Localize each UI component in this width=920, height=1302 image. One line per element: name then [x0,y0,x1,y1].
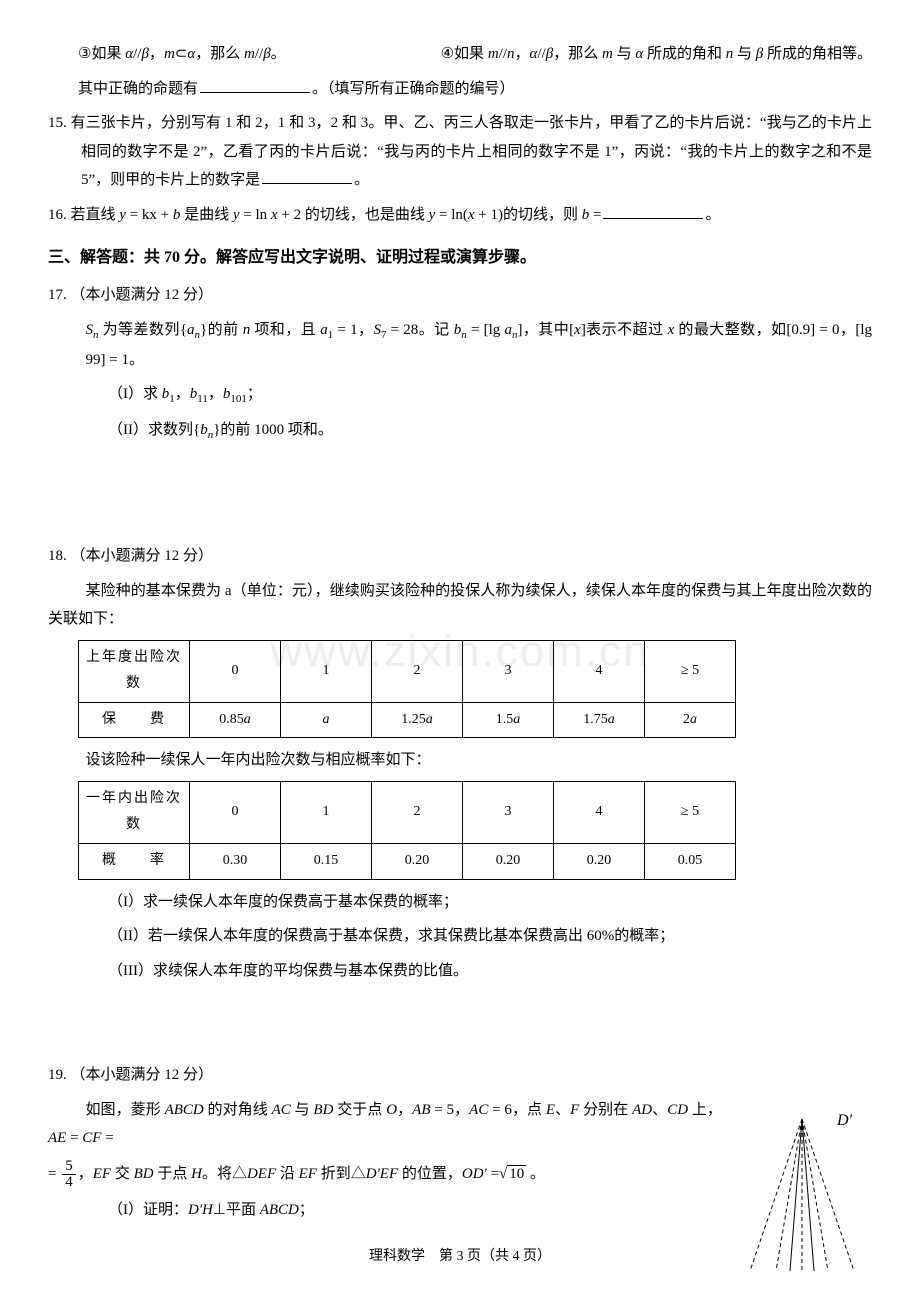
gap-18 [48,991,872,1061]
table-header-cell: 4 [554,781,645,843]
table-cell: 0.20 [554,844,645,880]
frac-5-4: 54 [62,1159,76,1190]
q18-p2: （II）若一续保人本年度的保费高于基本保费，求其保费比基本保费高出 60%的概率… [48,922,872,951]
table-header-cell: ≥ 5 [645,781,736,843]
table-row-label: 概 率 [79,844,190,880]
table-cell: 0.30 [190,844,281,880]
circled-4: ④ [441,40,454,69]
table-cell: a [281,702,372,738]
table-header-cell: 3 [463,781,554,843]
q16-post: 。 [705,207,720,223]
q18-title: （本小题满分 12 分） [71,548,214,564]
q17-head: 17. （本小题满分 12 分） [48,281,872,310]
q18-p1: （I）求一续保人本年度的保费高于基本保费的概率； [48,888,872,917]
table-row-label: 保 费 [79,702,190,738]
table-header-cell: 1 [281,640,372,702]
table-cell: 0.20 [372,844,463,880]
q15: 15. 有三张卡片，分别写有 1 和 2，1 和 3，2 和 3。甲、乙、丙三人… [48,109,872,195]
frac-top: 5 [62,1159,76,1175]
table-header-cell: 2 [372,640,463,702]
q17-num: 17. [48,287,67,303]
page-content: ③如果 α//β，m⊂α，那么 m//β。 ④如果 m//n，α//β，那么 m… [48,40,872,1271]
q15-text: 有三张卡片，分别写有 1 和 2，1 和 3，2 和 3。甲、乙、丙三人各取走一… [71,115,872,188]
q18-num: 18. [48,548,67,564]
q17-title: （本小题满分 12 分） [71,287,214,303]
q18-intro: 某险种的基本保费为 a（单位：元），继续购买该险种的投保人称为续保人，续保人本年… [48,577,872,634]
table-cell: 0.20 [463,844,554,880]
q19-mid: ，EF 交 BD 于点 H。将△DEF 沿 EF 折到△D'EF 的位置，OD'… [78,1166,499,1182]
q19-num: 19. [48,1067,67,1083]
table-2: 一年内出险次数01234≥ 5概 率0.300.150.200.200.200.… [78,781,736,880]
q19-title: （本小题满分 12 分） [71,1067,214,1083]
gap-17 [48,452,872,542]
table-cell: 2a [645,702,736,738]
correct-stmts-line: 其中正确的命题有 。（填写所有正确命题的编号） [48,75,872,104]
correct-pre: 其中正确的命题有 [78,81,198,97]
table-cell: 1.75a [554,702,645,738]
table-header-cell: 4 [554,640,645,702]
statements-3-4-row: ③如果 α//β，m⊂α，那么 m//β。 ④如果 m//n，α//β，那么 m… [48,40,872,69]
blank-2 [262,168,352,184]
q19-eq-lead: = [48,1166,60,1182]
q19-body: 如图，菱形 ABCD 的对角线 AC 与 BD 交于点 O，AB = 5，AC … [48,1096,872,1153]
table-cell: 0.85a [190,702,281,738]
table-cell: 1.25a [372,702,463,738]
q15-num: 15. [48,115,67,131]
table-header-cell: 0 [190,781,281,843]
stmt-3: ③如果 α//β，m⊂α，那么 m//β。 [78,40,286,69]
table-cell: 0.05 [645,844,736,880]
frac-bot: 4 [62,1175,76,1190]
q16-num: 16. [48,207,67,223]
table-cell: 0.15 [281,844,372,880]
q15-post: 。 [354,172,369,188]
table-header-cell: 一年内出险次数 [79,781,190,843]
q19-p1: （I）证明：D'H⊥平面 ABCD； [48,1196,872,1225]
q18-p3: （III）求续保人本年度的平均保费与基本保费的比值。 [48,957,872,986]
stmt-4-text: 如果 m//n，α//β，那么 m 与 α 所成的角和 n 与 β 所成的角相等… [454,46,872,62]
q17-p1: （I）求 b1，b11，b101； [48,380,872,410]
circled-3: ③ [78,40,91,69]
stmt-3-text: 如果 α//β，m⊂α，那么 m//β。 [91,46,285,62]
section-3-title: 三、解答题：共 70 分。解答应写出文字说明、证明过程或演算步骤。 [48,243,872,273]
table-1: 上年度出险次数01234≥ 5 保 费0.85aa1.25a1.5a1.75a2a [78,640,736,739]
sqrt-10: √10 [499,1160,526,1189]
sqrt-val: 10 [507,1165,526,1182]
q18-head: 18. （本小题满分 12 分） [48,542,872,571]
page-footer: 理科数学 第 3 页（共 4 页） [48,1244,872,1271]
q19-body2: = 54，EF 交 BD 于点 H。将△DEF 沿 EF 折到△D'EF 的位置… [48,1159,872,1190]
table-header-cell: 3 [463,640,554,702]
table-header-cell: 上年度出险次数 [79,640,190,702]
q17-p2: （II）求数列{bn}的前 1000 项和。 [48,416,872,446]
blank-1 [200,77,310,93]
blank-3 [603,203,703,219]
q16-text: 若直线 y = kx + b 是曲线 y = ln x + 2 的切线，也是曲线… [71,207,602,223]
q18-mid: 设该险种一续保人一年内出险次数与相应概率如下： [48,746,872,775]
table-header-cell: ≥ 5 [645,640,736,702]
table-header-cell: 1 [281,781,372,843]
correct-post: 。（填写所有正确命题的编号） [312,81,515,97]
q19-head: 19. （本小题满分 12 分） [48,1061,872,1090]
q19-post: 。 [526,1166,545,1182]
table-header-cell: 0 [190,640,281,702]
table-header-cell: 2 [372,781,463,843]
q19-pre: 如图，菱形 ABCD 的对角线 AC 与 BD 交于点 O，AB = 5，AC … [48,1102,722,1147]
stmt-4: ④如果 m//n，α//β，那么 m 与 α 所成的角和 n 与 β 所成的角相… [441,40,872,69]
q16: 16. 若直线 y = kx + b 是曲线 y = ln x + 2 的切线，… [48,201,872,230]
q17-body: Sn 为等差数列{an}的前 n 项和，且 a1 = 1，S7 = 28。记 b… [48,316,872,374]
table-cell: 1.5a [463,702,554,738]
